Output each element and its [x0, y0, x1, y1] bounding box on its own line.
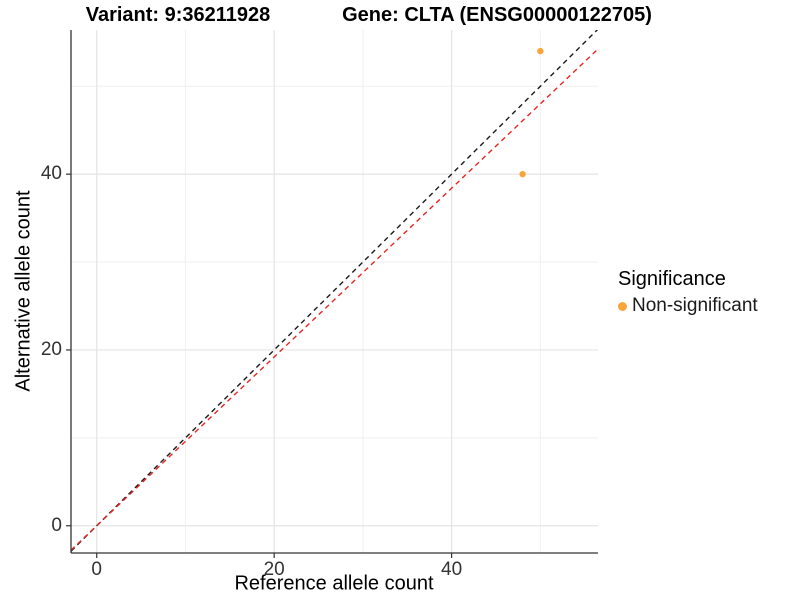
axis-ticks [66, 173, 453, 558]
data-point [537, 47, 544, 55]
variant-title: Variant: 9:36211928 [85, 4, 271, 26]
minor-gridlines [71, 30, 598, 553]
gene-title: Gene: CLTA (ENSG00000122705) [342, 4, 652, 26]
x-tick-label: 40 [441, 559, 463, 580]
data-points [519, 47, 544, 178]
x-tick-label: 0 [91, 559, 103, 580]
identity-line [71, 30, 598, 552]
data-point [519, 170, 526, 178]
major-gridlines [71, 30, 598, 553]
legend: Significance Non-significant [618, 268, 758, 317]
y-tick-label: 0 [51, 514, 62, 536]
expected-ratio-line [71, 48, 598, 551]
legend-item-label: Non-significant [632, 295, 758, 316]
legend-item: Non-significant [618, 295, 758, 317]
y-axis-title: Alternative allele count [12, 190, 35, 392]
x-axis-title: Reference allele count [234, 572, 434, 595]
orange-dot-icon [618, 301, 627, 311]
y-tick-label: 20 [40, 338, 62, 360]
axis-lines [70, 30, 598, 554]
reference-lines [71, 30, 598, 552]
x-tick-label: 20 [263, 559, 285, 580]
legend-title: Significance [618, 268, 726, 290]
y-tick-label: 40 [40, 163, 62, 185]
